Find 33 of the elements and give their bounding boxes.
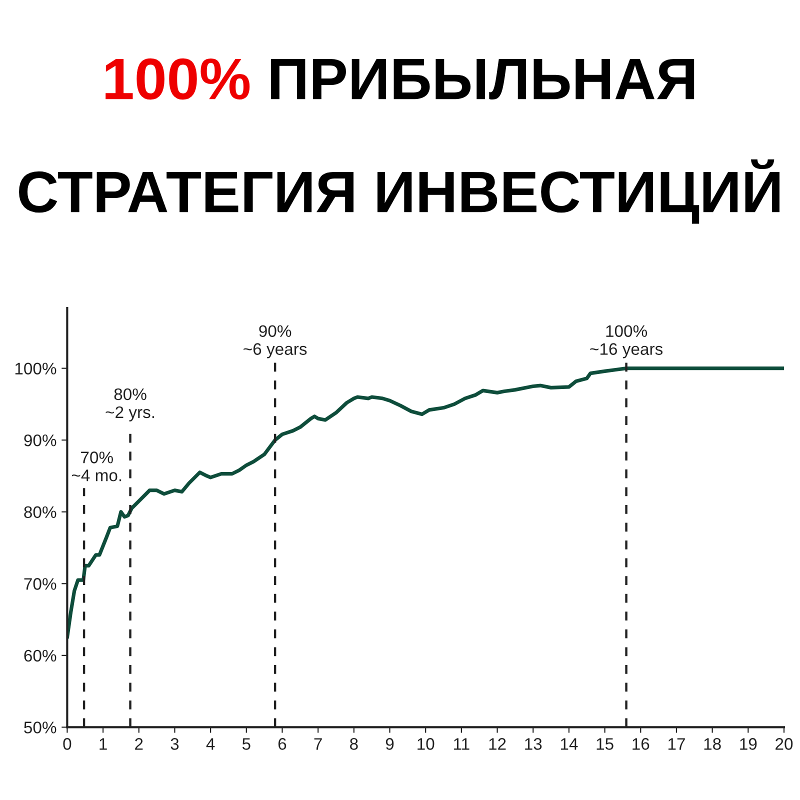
- x-tick-label: 19: [740, 738, 757, 750]
- y-tick-label: 80%: [24, 506, 56, 518]
- x-tick-label: 4: [206, 738, 215, 750]
- x-tick-label: 0: [63, 738, 72, 750]
- ref-line-label: 90% ~6 years: [244, 325, 307, 358]
- y-tick-label: 70%: [24, 578, 56, 590]
- ref-line-label: 100% ~16 years: [590, 325, 663, 358]
- x-tick-label: 6: [278, 738, 286, 750]
- y-tick-label: 100%: [15, 362, 56, 374]
- x-tick-label: 9: [386, 738, 394, 750]
- x-tick-label: 7: [314, 738, 322, 750]
- ref-line-label: 70% ~4 mo.: [72, 452, 122, 482]
- x-tick-label: 10: [418, 738, 434, 750]
- x-tick-label: 12: [489, 738, 506, 750]
- x-tick-label: 16: [632, 738, 650, 750]
- x-tick-label: 8: [350, 738, 358, 750]
- x-tick-label: 13: [525, 738, 542, 750]
- x-tick-label: 2: [135, 738, 143, 750]
- chart-title: 100% ПРИБЫЛЬНАЯ СТРАТЕГИЯ ИНВЕСТИЦИЙ: [19, 58, 780, 224]
- y-tick-label: 50%: [24, 722, 56, 734]
- y-tick-label: 60%: [24, 650, 56, 662]
- x-tick-label: 3: [170, 738, 179, 750]
- x-tick-label: 11: [454, 738, 470, 750]
- x-tick-label: 1: [100, 738, 107, 750]
- ref-line-label: 80% ~2 yrs.: [106, 388, 154, 422]
- y-tick-label: 90%: [24, 434, 56, 446]
- line-series: [67, 366, 784, 640]
- x-tick-label: 14: [560, 738, 578, 750]
- x-tick-label: 5: [242, 738, 250, 750]
- x-tick-label: 18: [704, 738, 721, 750]
- x-tick-label: 20: [776, 738, 793, 750]
- x-tick-label: 17: [668, 738, 685, 750]
- x-tick-label: 15: [596, 738, 614, 750]
